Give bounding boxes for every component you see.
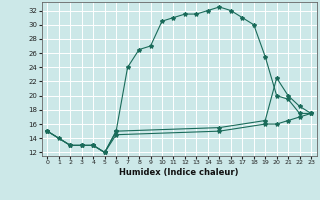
X-axis label: Humidex (Indice chaleur): Humidex (Indice chaleur) (119, 168, 239, 177)
